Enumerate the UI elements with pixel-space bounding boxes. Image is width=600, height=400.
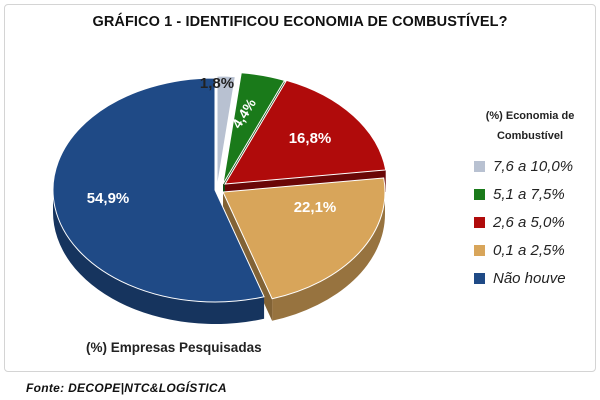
source-note: Fonte: DECOPE|NTC&LOGÍSTICA [26, 381, 227, 395]
pie-slice [224, 79, 387, 185]
pie-value-label: 22,1% [294, 199, 337, 216]
legend-label: 0,1 a 2,5% [493, 241, 565, 259]
chart-title: GRÁFICO 1 - IDENTIFICOU ECONOMIA DE COMB… [92, 14, 508, 30]
legend-item: 5,1 a 7,5% [474, 180, 592, 208]
legend-label: 7,6 a 10,0% [493, 157, 574, 175]
legend-item: 2,6 a 5,0% [474, 208, 592, 236]
pie-value-label: 1,8% [200, 75, 234, 92]
x-axis-label: (%) Empresas Pesquisadas [86, 340, 262, 355]
legend-title: (%) Economia de Combustível [485, 110, 575, 142]
pie-slice-side [53, 190, 265, 324]
pie-slice-side [272, 192, 385, 321]
pie-slice [52, 77, 265, 303]
pie-slice [222, 72, 286, 185]
legend-swatch [474, 272, 485, 284]
pie-value-label: 16,8% [289, 130, 332, 147]
legend-swatch [474, 160, 485, 172]
pie-slice [222, 177, 386, 300]
legend-swatch [474, 244, 485, 256]
legend-label: 2,6 a 5,0% [493, 213, 565, 231]
legend-swatch [474, 188, 485, 200]
legend-swatch [474, 216, 485, 228]
legend-item: Não houve [474, 264, 592, 292]
legend-item: 0,1 a 2,5% [474, 236, 592, 264]
pie-slice [216, 75, 236, 189]
chart-legend: (%) Economia de Combustível 7,6 a 10,0% 5… [468, 106, 592, 292]
legend-label: Não houve [493, 269, 566, 287]
pie-value-label: 54,9% [87, 190, 130, 207]
legend-item: 7,6 a 10,0% [474, 152, 592, 180]
legend-label: 5,1 a 7,5% [493, 185, 565, 203]
